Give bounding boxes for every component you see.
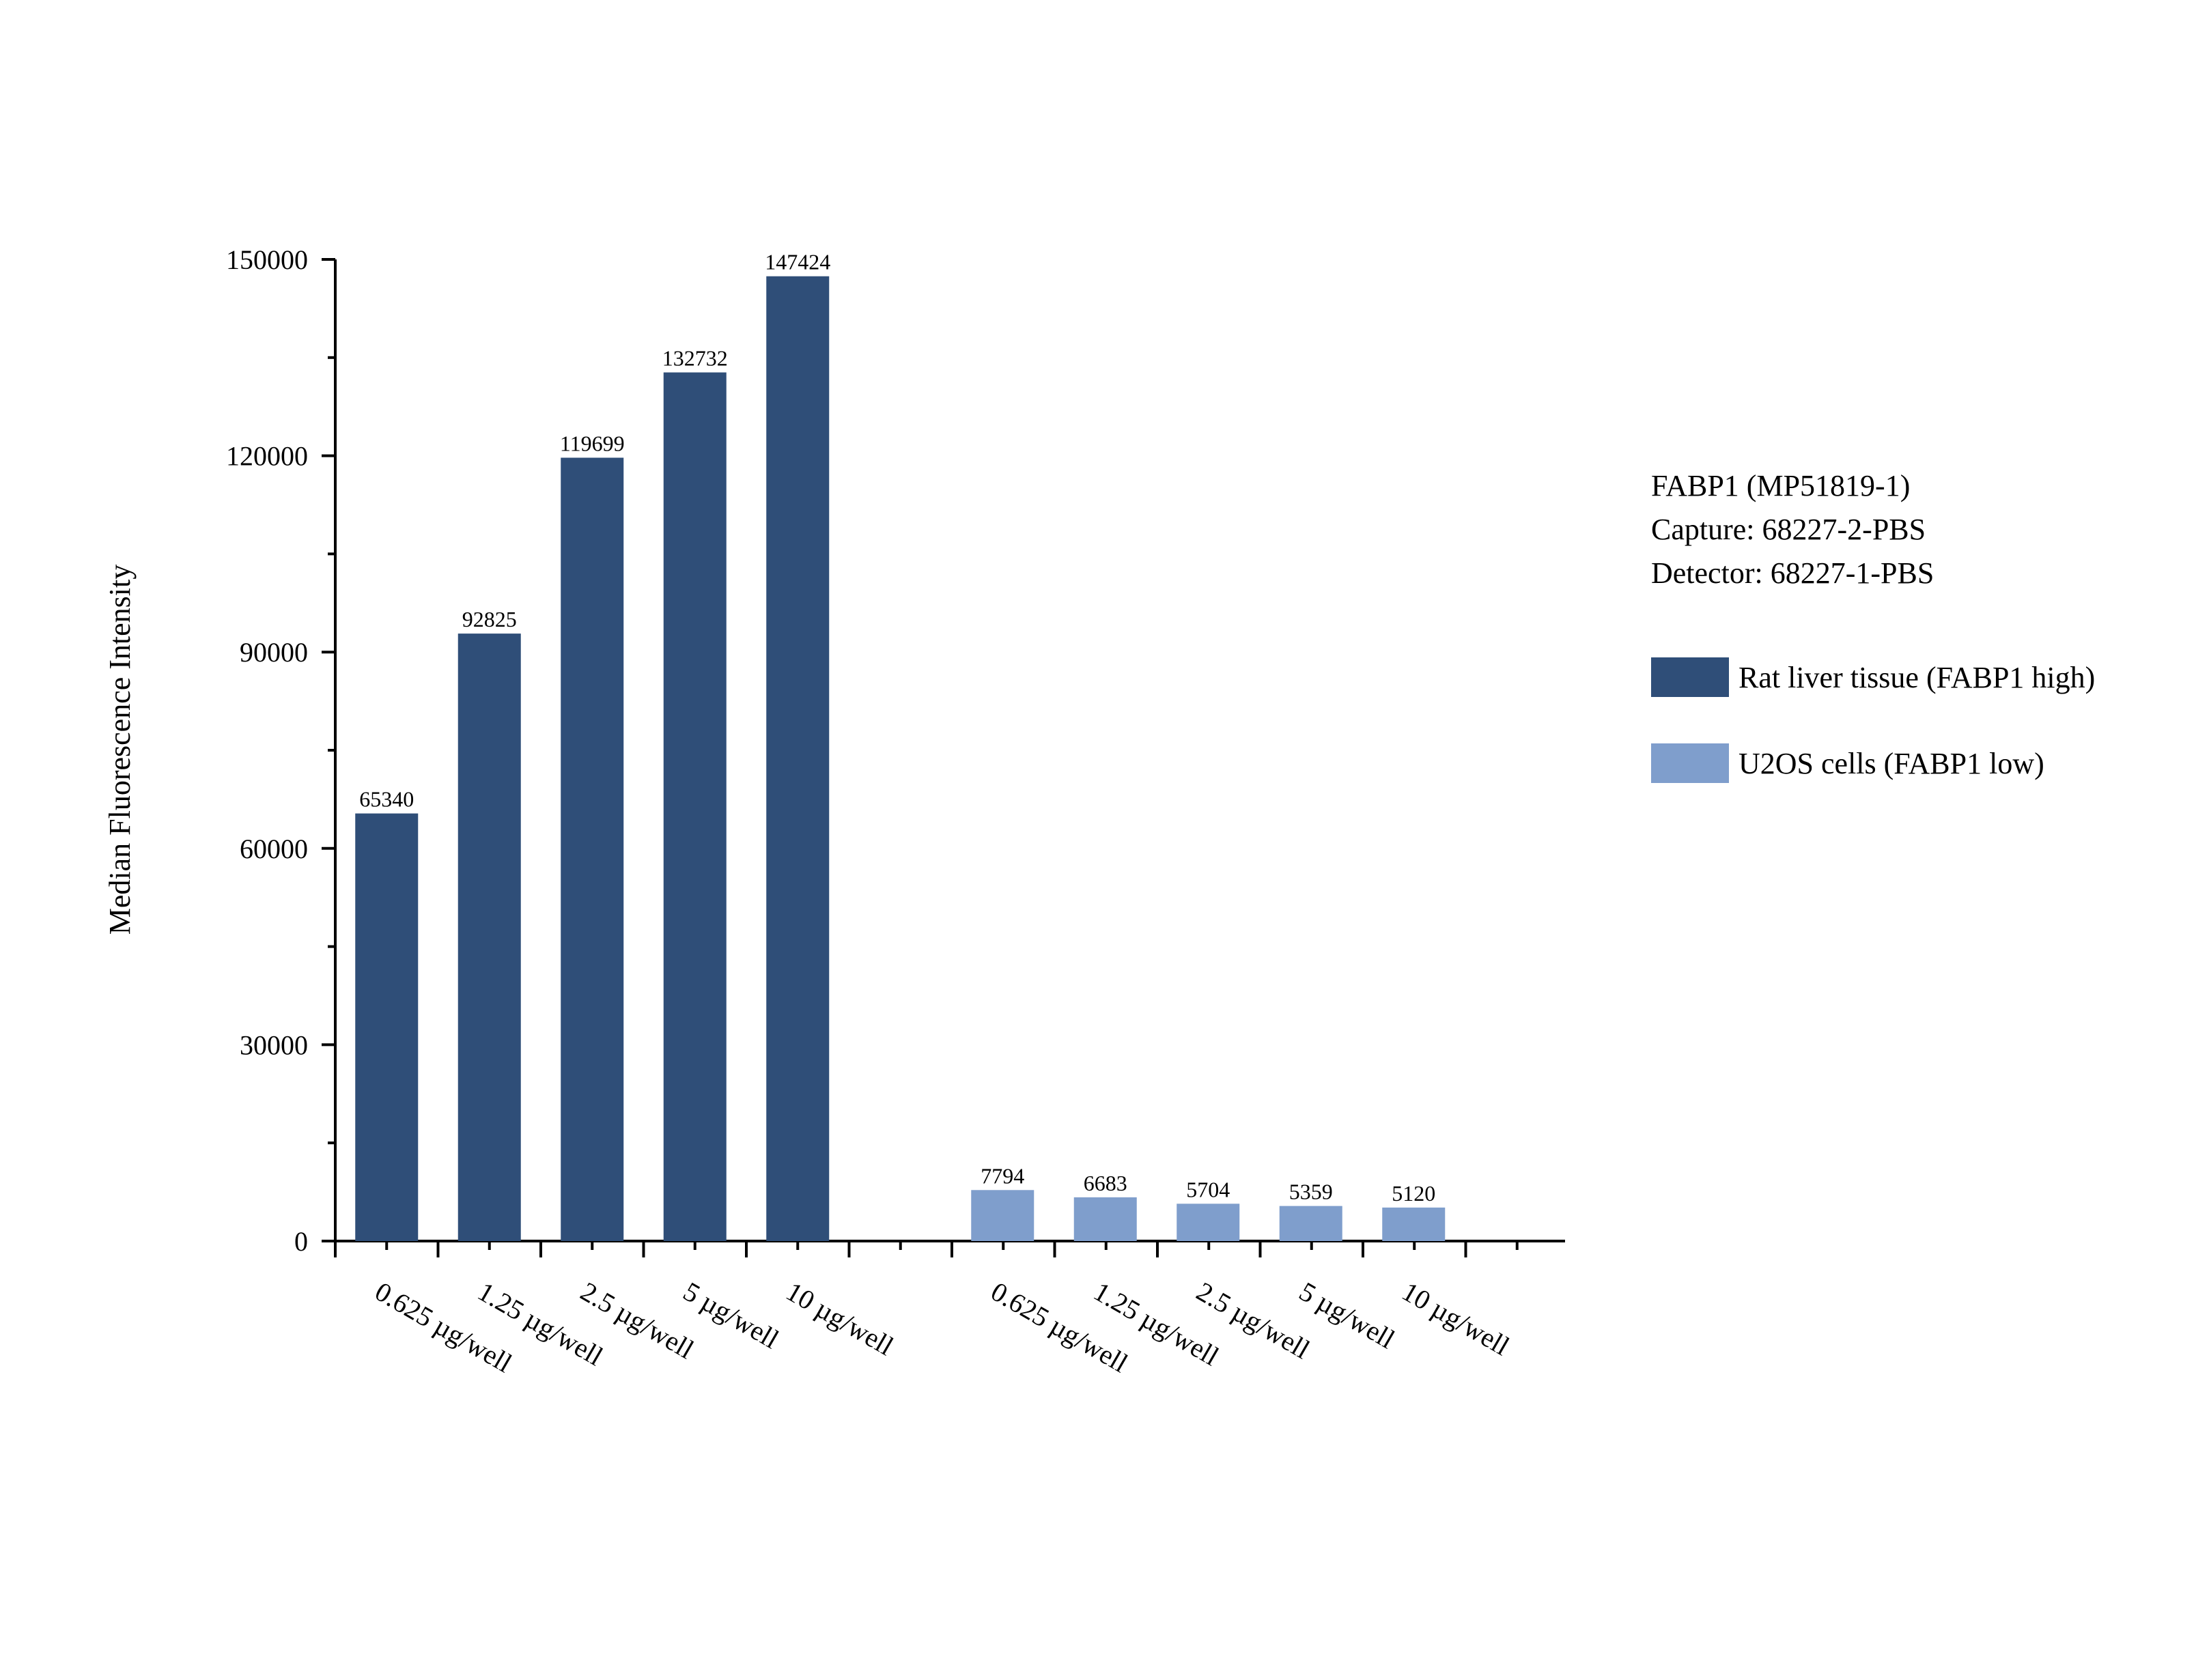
bar [1382, 1207, 1446, 1241]
y-axis-label: Median Fluorescence Intensity [103, 565, 137, 935]
y-tick-label: 30000 [240, 1029, 308, 1060]
y-tick-label: 90000 [240, 637, 308, 668]
data-label: 119699 [560, 431, 625, 455]
legend-swatch [1651, 657, 1729, 697]
data-label: 7794 [981, 1163, 1024, 1188]
bar [663, 372, 727, 1242]
legend: FABP1 (MP51819-1) Capture: 68227-2-PBS D… [1651, 464, 2095, 783]
legend-entry-series-1: Rat liver tissue (FABP1 high) [1651, 657, 2095, 697]
y-tick-label: 120000 [226, 441, 308, 472]
legend-info-line: FABP1 (MP51819-1) [1651, 469, 1911, 502]
data-label: 5704 [1186, 1177, 1230, 1201]
bar [1073, 1197, 1137, 1241]
bar [1279, 1206, 1342, 1241]
data-label: 6683 [1084, 1171, 1127, 1195]
legend-info: FABP1 (MP51819-1) Capture: 68227-2-PBS D… [1651, 464, 1934, 595]
data-label: 92825 [462, 607, 517, 631]
data-label: 147424 [765, 250, 830, 274]
legend-entry-series-2: U2OS cells (FABP1 low) [1651, 743, 2044, 783]
bar [971, 1190, 1034, 1241]
legend-entry-label: Rat liver tissue (FABP1 high) [1738, 660, 2096, 694]
legend-info-line: Detector: 68227-1-PBS [1651, 556, 1934, 590]
x-tick-label: 10 µg/well [781, 1276, 899, 1361]
data-label: 132732 [662, 346, 728, 371]
y-tick-label: 60000 [240, 834, 308, 864]
legend-info-line: Capture: 68227-2-PBS [1651, 513, 1926, 546]
legend-entry-label: U2OS cells (FABP1 low) [1738, 746, 2044, 780]
bar [458, 633, 521, 1241]
legend-swatch [1651, 743, 1729, 783]
y-tick-label: 0 [294, 1226, 308, 1257]
bar [1177, 1204, 1240, 1241]
bar [766, 276, 830, 1241]
data-label: 65340 [359, 787, 414, 812]
x-tick-label: 10 µg/well [1397, 1276, 1515, 1361]
bar [561, 457, 624, 1241]
data-label: 5120 [1392, 1181, 1435, 1206]
y-tick-label: 150000 [226, 244, 308, 275]
bar [355, 813, 419, 1241]
data-label: 5359 [1289, 1180, 1333, 1204]
